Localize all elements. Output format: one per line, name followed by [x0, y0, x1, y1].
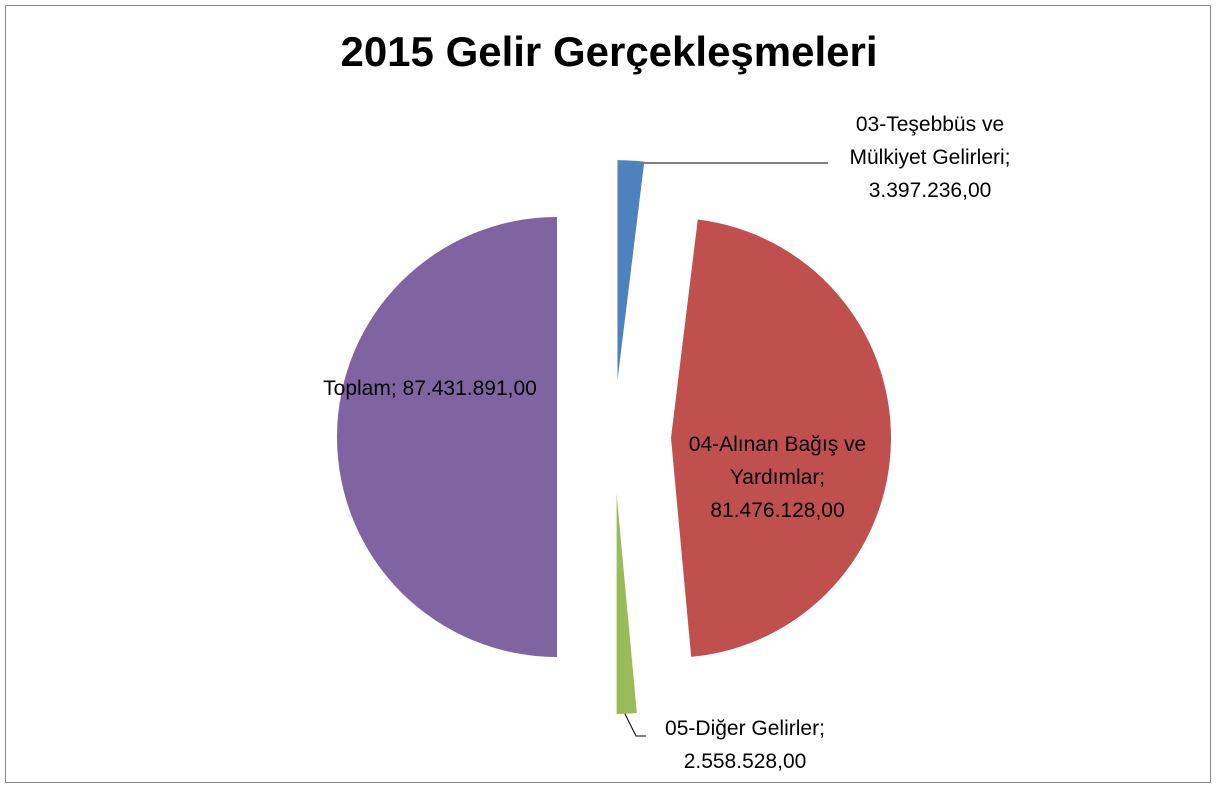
data-label: Toplam; 87.431.891,00 [320, 372, 540, 405]
label-value: 3.397.236,00 [868, 179, 992, 202]
leader-line [623, 711, 646, 737]
pie-slice [616, 493, 637, 714]
label-category: 04-Alınan Bağış ve Yardımlar; [688, 433, 867, 489]
pie-slice [617, 160, 645, 381]
data-label: 05-Diğer Gelirler; 2.558.528,00 [630, 712, 860, 778]
label-value: 87.431.891,00 [402, 377, 537, 400]
chart-frame [5, 5, 1211, 783]
pie-slice [337, 217, 557, 657]
chart-title: 2015 Gelir Gerçekleşmeleri [340, 28, 878, 75]
label-category: 03-Teşebbüs ve Mülkiyet Gelirleri; [849, 113, 1011, 169]
label-category: 05-Diğer Gelirler; [665, 717, 825, 740]
label-category: Toplam; [323, 377, 397, 400]
label-value: 2.558.528,00 [683, 750, 807, 773]
label-value: 81.476.128,00 [710, 499, 845, 522]
data-label: 03-Teşebbüs ve Mülkiyet Gelirleri; 3.397… [820, 108, 1040, 207]
data-label: 04-Alınan Bağış ve Yardımlar; 81.476.128… [660, 428, 895, 527]
pie-slice [670, 219, 891, 657]
